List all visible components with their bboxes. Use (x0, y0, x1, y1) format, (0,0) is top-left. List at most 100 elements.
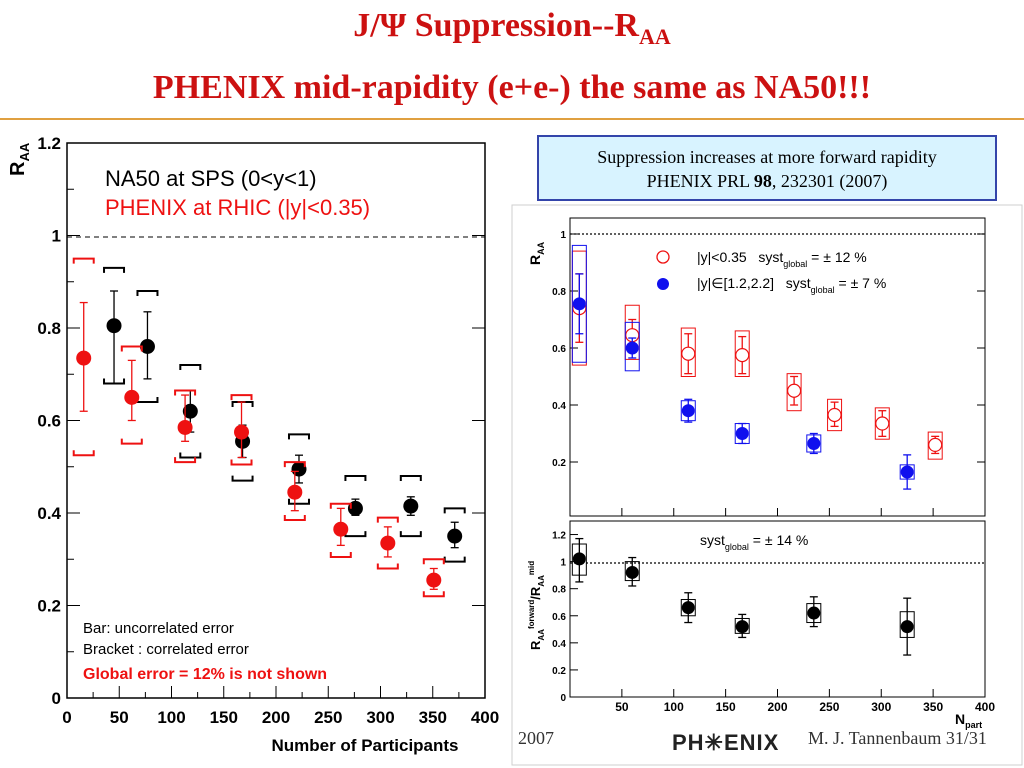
note-bar: Bar: uncorrelated error (83, 620, 234, 637)
rt-data-point-filled (807, 436, 821, 450)
left-x-axis-label: Number of Participants (271, 736, 458, 755)
rt-data-point-open (681, 346, 696, 361)
left-correlated-bracket (399, 475, 422, 481)
reference-note: Suppression increases at more forward ra… (537, 135, 997, 201)
rb-y-tick-label: 1.2 (552, 531, 566, 542)
rt-data-point-filled (625, 341, 639, 355)
left-correlated-bracket (376, 563, 399, 570)
rb-data-point (735, 620, 749, 634)
rb-y-tick-label: 0.8 (552, 585, 566, 596)
left-correlated-bracket (230, 394, 253, 401)
left-correlated-bracket (120, 345, 143, 352)
left-correlated-bracket (287, 433, 310, 440)
rt-data-point-filled (681, 404, 695, 418)
left-y-tick-label: 0.4 (37, 504, 61, 523)
left-correlated-bracket (72, 257, 95, 264)
left-correlated-bracket (283, 514, 306, 521)
left-correlated-bracket (120, 438, 143, 445)
left-correlated-bracket (422, 558, 445, 565)
left-data-point (426, 572, 442, 588)
left-correlated-bracket (103, 378, 126, 385)
left-y-axis-label: RAA (7, 142, 32, 176)
rb-y-tick-label: 1 (560, 558, 566, 569)
left-y-tick-label: 0.2 (37, 597, 61, 616)
left-data-point (139, 339, 155, 354)
legend-marker-mid (656, 250, 670, 264)
left-correlated-bracket (443, 507, 466, 514)
rt-data-point-open (735, 348, 750, 363)
left-correlated-bracket (230, 459, 253, 466)
rb-x-tick-label: 250 (819, 700, 839, 714)
rt-y-tick-label: 0.6 (552, 344, 566, 355)
slide-title: J/Ψ Suppression--RAA (353, 7, 671, 49)
rt-y-tick-label: 0.8 (552, 287, 566, 298)
rb-x-tick-label: 50 (615, 700, 629, 714)
ratio-syst-annotation: systglobal = ± 14 % (700, 532, 808, 552)
left-data-point (177, 419, 193, 435)
note-line-2: PHENIX PRL 98, 232301 (2007) (646, 171, 888, 191)
footer-author-page: M. J. Tannenbaum 31/31 (808, 728, 987, 748)
rt-data-point-filled (735, 427, 749, 440)
left-correlated-bracket (103, 266, 126, 273)
rb-x-tick-label: 150 (716, 700, 736, 714)
left-correlated-bracket (231, 475, 254, 482)
left-correlated-bracket (422, 591, 445, 598)
phenix-logo: PH✳ENIX (672, 730, 780, 755)
left-correlated-bracket (179, 452, 202, 459)
left-data-point (106, 318, 122, 334)
rb-x-tick-label: 300 (871, 700, 891, 714)
right-panel: 0.20.40.60.81 RAA |y|<0.35 systglobal = … (511, 204, 1023, 766)
left-chart: 0 50 100 150 200 250 300 350 400 0 0.2 0.4 0.6 0.8 1 1.… (7, 134, 499, 755)
rt-syst-box (680, 327, 696, 377)
left-correlated-bracket (329, 502, 352, 509)
left-y-tick-label: 1 (52, 227, 61, 246)
left-data-point (403, 498, 419, 514)
left-data-point (182, 403, 198, 419)
rb-x-tick-label: 200 (767, 700, 787, 714)
left-x-tick-label: 150 (210, 708, 238, 727)
left-correlated-bracket (329, 551, 352, 558)
left-data-point (333, 521, 349, 537)
rb-data-point (807, 606, 821, 620)
left-correlated-bracket (376, 516, 399, 523)
legend-na50: NA50 at SPS (0<y<1) (105, 166, 317, 191)
left-x-tick-label: 200 (262, 708, 290, 727)
rt-y-tick-label: 0.4 (552, 401, 566, 412)
left-x-tick-label: 250 (314, 708, 342, 727)
left-y-tick-label: 0.6 (37, 412, 61, 431)
legend-mid-rapidity: |y|<0.35 systglobal = ± 12 % (697, 249, 867, 269)
rb-y-tick-label: 0.4 (552, 639, 566, 650)
note-bracket: Bracket : correlated error (83, 641, 249, 658)
rb-data-point (681, 601, 695, 615)
rt-syst-box (571, 244, 587, 363)
rt-data-point-filled (900, 465, 914, 479)
left-y-tick-label: 0 (52, 689, 61, 708)
legend-forward-rapidity: |y|∈[1.2,2.2] systglobal = ± 7 % (697, 275, 886, 295)
rb-x-tick-label: 400 (975, 700, 995, 714)
rb-y-tick-label: 0 (560, 693, 566, 704)
left-x-tick-label: 50 (110, 708, 129, 727)
rt-data-point-filled (572, 297, 586, 311)
left-data-point (380, 535, 396, 551)
rt-y-tick-label: 0.2 (552, 458, 566, 469)
left-correlated-bracket (174, 389, 197, 396)
left-x-tick-label: 0 (62, 708, 71, 727)
rb-x-tick-label: 100 (664, 700, 684, 714)
rb-y-tick-label: 0.6 (552, 612, 566, 623)
left-y-tick-label: 0.8 (37, 319, 61, 338)
note-global-error: Global error = 12% is not shown (83, 666, 327, 683)
rt-data-point-open (786, 383, 802, 398)
left-data-point (76, 350, 92, 366)
left-correlated-bracket (72, 450, 95, 457)
rt-data-point-open (875, 416, 890, 431)
rt-data-point-open (928, 437, 943, 452)
rt-syst-box (624, 321, 640, 372)
rb-data-point (900, 620, 914, 634)
legend-marker-forward (657, 278, 669, 290)
left-data-point (124, 389, 140, 405)
rb-y-tick-label: 0.2 (552, 666, 566, 677)
left-correlated-bracket (283, 461, 306, 468)
left-correlated-bracket (174, 457, 197, 464)
legend-phenix: PHENIX at RHIC (|y|<0.35) (105, 195, 370, 220)
